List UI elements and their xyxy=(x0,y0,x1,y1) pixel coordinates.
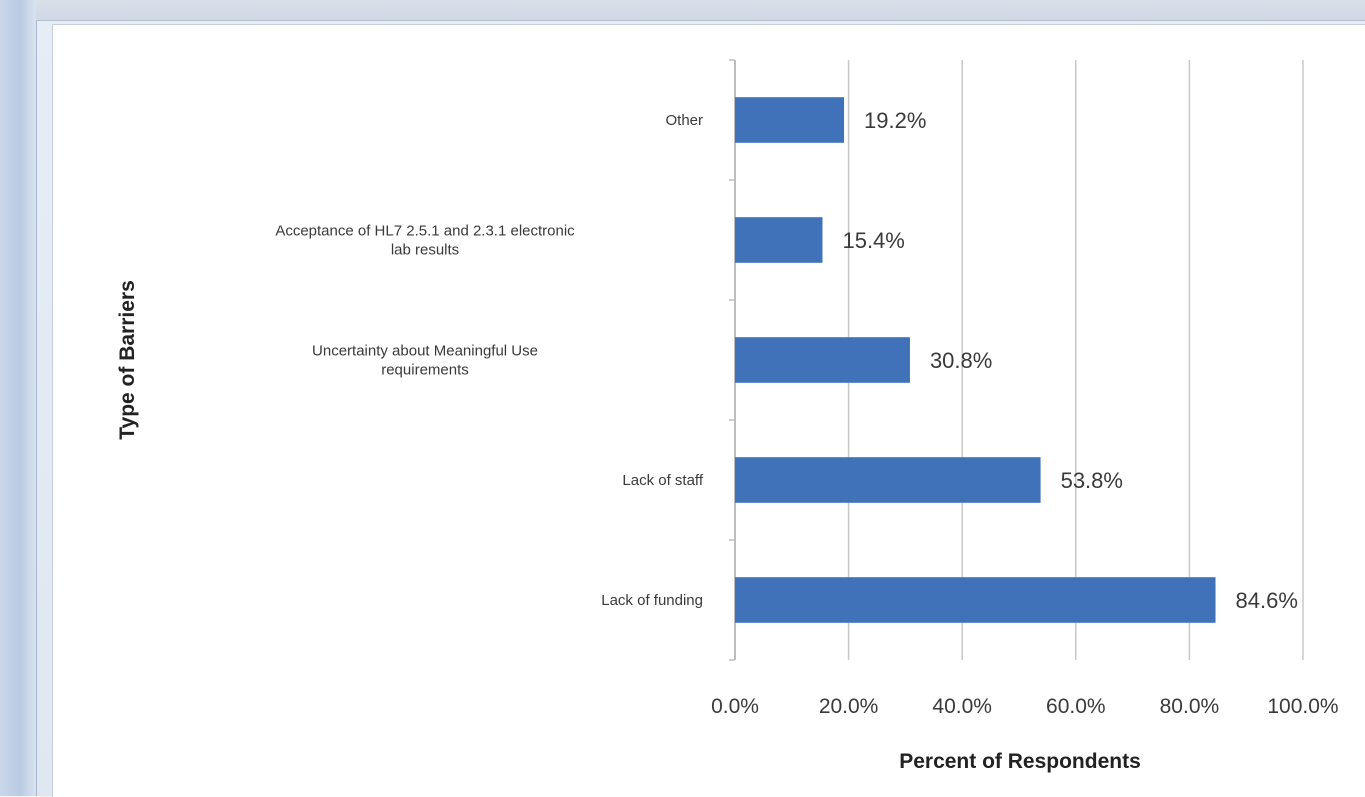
x-tick-label: 100.0% xyxy=(1267,695,1338,718)
x-tick-label: 40.0% xyxy=(932,695,992,718)
top-toolbar-strip xyxy=(36,0,1365,21)
category-label-line: lab results xyxy=(391,242,459,259)
data-label-4: 84.6% xyxy=(1236,588,1298,613)
bar-2 xyxy=(735,337,910,383)
category-label-3: Lack of staff xyxy=(622,472,703,489)
category-label-line: Acceptance of HL7 2.5.1 and 2.3.1 electr… xyxy=(275,223,575,240)
category-label-1: Acceptance of HL7 2.5.1 and 2.3.1 electr… xyxy=(275,223,575,259)
category-label-4: Lack of funding xyxy=(601,592,703,609)
bar-0 xyxy=(735,97,845,143)
x-tick-label: 20.0% xyxy=(819,695,879,718)
category-label-line: Uncertainty about Meaningful Use xyxy=(312,343,538,360)
bars xyxy=(735,97,1216,623)
category-label-line: Lack of staff xyxy=(622,472,703,489)
x-tick-labels: 0.0% 20.0% 40.0% 60.0% 80.0% 100.0% xyxy=(711,695,1339,718)
data-label-3: 53.8% xyxy=(1061,468,1123,493)
data-label-1: 15.4% xyxy=(842,228,904,253)
left-panel-strip xyxy=(0,0,37,796)
category-label-line: Other xyxy=(665,112,703,129)
x-tick-label: 60.0% xyxy=(1046,695,1106,718)
data-label-2: 30.8% xyxy=(930,348,992,373)
x-axis-title: Percent of Respondents xyxy=(899,750,1141,773)
data-label-0: 19.2% xyxy=(864,108,926,133)
bar-4 xyxy=(735,577,1216,623)
x-tick-label: 80.0% xyxy=(1160,695,1220,718)
bar-1 xyxy=(735,217,823,263)
category-label-line: Lack of funding xyxy=(601,592,703,609)
chart-canvas xyxy=(52,24,1365,797)
category-labels: Other Acceptance of HL7 2.5.1 and 2.3.1 e… xyxy=(275,112,704,609)
x-tick-label: 0.0% xyxy=(711,695,759,718)
category-label-2: Uncertainty about Meaningful Use requirem… xyxy=(312,343,538,379)
y-axis-title: Type of Barriers xyxy=(116,280,139,440)
axes xyxy=(729,59,735,661)
category-label-line: requirements xyxy=(381,362,469,379)
data-labels: 19.2% 15.4% 30.8% 53.8% 84.6% xyxy=(842,108,1297,613)
category-label-0: Other xyxy=(665,112,703,129)
bar-3 xyxy=(735,457,1041,503)
